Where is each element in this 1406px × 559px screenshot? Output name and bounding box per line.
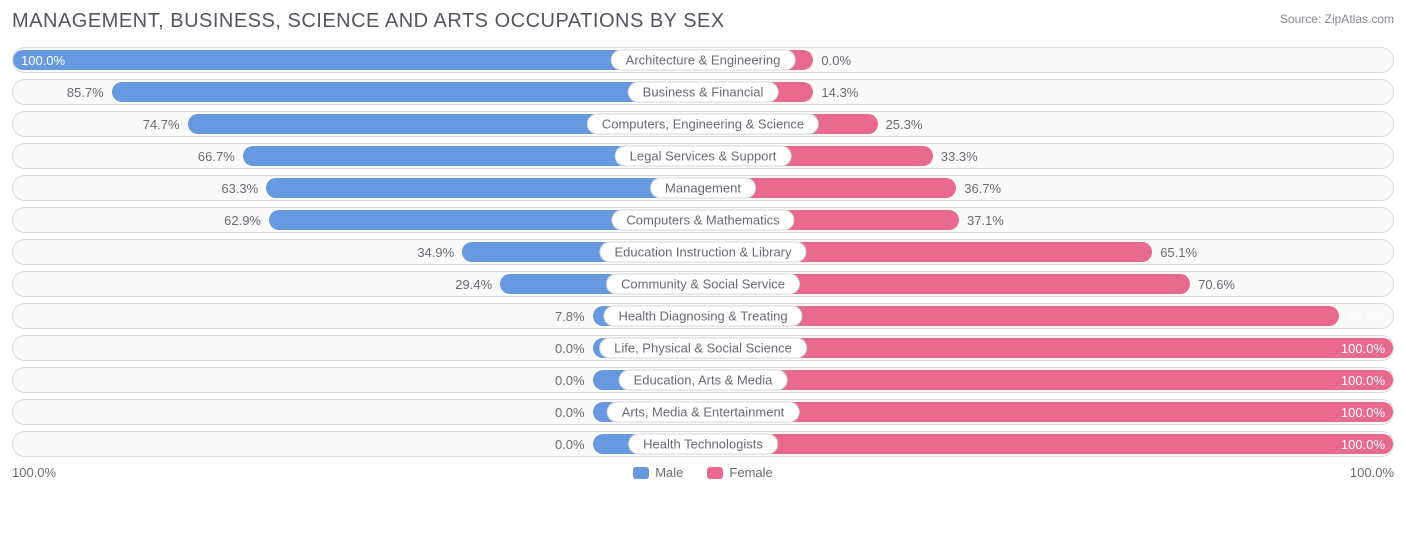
male-value: 100.0% bbox=[21, 48, 65, 72]
category-label: Management bbox=[650, 178, 756, 199]
male-value: 0.0% bbox=[555, 400, 585, 424]
category-label: Business & Financial bbox=[628, 82, 779, 103]
male-bar bbox=[266, 178, 703, 198]
female-value: 33.3% bbox=[941, 144, 978, 168]
female-value: 0.0% bbox=[821, 48, 851, 72]
male-value: 66.7% bbox=[198, 144, 235, 168]
category-label: Health Technologists bbox=[628, 434, 778, 455]
category-label: Education Instruction & Library bbox=[599, 242, 806, 263]
axis-left-label: 100.0% bbox=[12, 465, 56, 480]
male-bar bbox=[13, 50, 703, 70]
female-value: 100.0% bbox=[1341, 336, 1385, 360]
male-value: 0.0% bbox=[555, 432, 585, 456]
legend-male-swatch bbox=[633, 467, 649, 479]
female-bar bbox=[703, 434, 1393, 454]
category-label: Computers, Engineering & Science bbox=[587, 114, 819, 135]
legend-male: Male bbox=[633, 465, 683, 480]
category-label: Community & Social Service bbox=[606, 274, 800, 295]
chart-source: Source: ZipAtlas.com bbox=[1280, 10, 1394, 26]
chart-header: MANAGEMENT, BUSINESS, SCIENCE AND ARTS O… bbox=[12, 10, 1394, 33]
chart-row: 100.0% 0.0% Architecture & Engineering bbox=[12, 47, 1394, 73]
male-value: 63.3% bbox=[221, 176, 258, 200]
female-value: 37.1% bbox=[967, 208, 1004, 232]
female-bar bbox=[703, 370, 1393, 390]
chart-row: 34.9% 65.1% Education Instruction & Librar… bbox=[12, 239, 1394, 265]
chart-title: MANAGEMENT, BUSINESS, SCIENCE AND ARTS O… bbox=[12, 10, 725, 33]
chart-row: 0.0% 100.0% Life, Physical & Social Scienc… bbox=[12, 335, 1394, 361]
legend-female-label: Female bbox=[729, 465, 772, 480]
male-value: 34.9% bbox=[417, 240, 454, 264]
axis-right-label: 100.0% bbox=[1350, 465, 1394, 480]
female-value: 14.3% bbox=[821, 80, 858, 104]
chart-rows: 100.0% 0.0% Architecture & Engineering 85.7… bbox=[12, 47, 1394, 457]
female-value: 100.0% bbox=[1341, 400, 1385, 424]
chart-footer: 100.0% Male Female 100.0% bbox=[12, 465, 1394, 480]
legend-male-label: Male bbox=[655, 465, 683, 480]
category-label: Arts, Media & Entertainment bbox=[607, 402, 800, 423]
female-value: 36.7% bbox=[964, 176, 1001, 200]
female-bar bbox=[703, 402, 1393, 422]
female-value: 92.2% bbox=[1348, 304, 1385, 328]
category-label: Health Diagnosing & Treating bbox=[603, 306, 802, 327]
female-value: 65.1% bbox=[1160, 240, 1197, 264]
female-value: 70.6% bbox=[1198, 272, 1235, 296]
chart-row: 63.3% 36.7% Management bbox=[12, 175, 1394, 201]
category-label: Computers & Mathematics bbox=[611, 210, 794, 231]
chart-row: 85.7% 14.3% Business & Financial bbox=[12, 79, 1394, 105]
category-label: Education, Arts & Media bbox=[619, 370, 788, 391]
female-value: 25.3% bbox=[886, 112, 923, 136]
male-value: 29.4% bbox=[455, 272, 492, 296]
male-value: 74.7% bbox=[143, 112, 180, 136]
male-value: 0.0% bbox=[555, 368, 585, 392]
female-value: 100.0% bbox=[1341, 432, 1385, 456]
legend-female-swatch bbox=[707, 467, 723, 479]
category-label: Legal Services & Support bbox=[615, 146, 792, 167]
male-value: 7.8% bbox=[555, 304, 585, 328]
category-label: Architecture & Engineering bbox=[611, 50, 796, 71]
female-value: 100.0% bbox=[1341, 368, 1385, 392]
category-label: Life, Physical & Social Science bbox=[599, 338, 807, 359]
chart-row: 62.9% 37.1% Computers & Mathematics bbox=[12, 207, 1394, 233]
chart-row: 0.0% 100.0% Education, Arts & Media bbox=[12, 367, 1394, 393]
male-value: 85.7% bbox=[67, 80, 104, 104]
source-name: ZipAtlas.com bbox=[1325, 12, 1394, 26]
male-value: 0.0% bbox=[555, 336, 585, 360]
legend: Male Female bbox=[56, 465, 1350, 480]
male-value: 62.9% bbox=[224, 208, 261, 232]
chart-row: 0.0% 100.0% Arts, Media & Entertainment bbox=[12, 399, 1394, 425]
source-label: Source: bbox=[1280, 12, 1321, 26]
chart-row: 74.7% 25.3% Computers, Engineering & Scien… bbox=[12, 111, 1394, 137]
chart-row: 0.0% 100.0% Health Technologists bbox=[12, 431, 1394, 457]
male-bar bbox=[112, 82, 703, 102]
legend-female: Female bbox=[707, 465, 772, 480]
chart-row: 66.7% 33.3% Legal Services & Support bbox=[12, 143, 1394, 169]
chart-row: 29.4% 70.6% Community & Social Service bbox=[12, 271, 1394, 297]
chart-row: 7.8% 92.2% Health Diagnosing & Treating bbox=[12, 303, 1394, 329]
